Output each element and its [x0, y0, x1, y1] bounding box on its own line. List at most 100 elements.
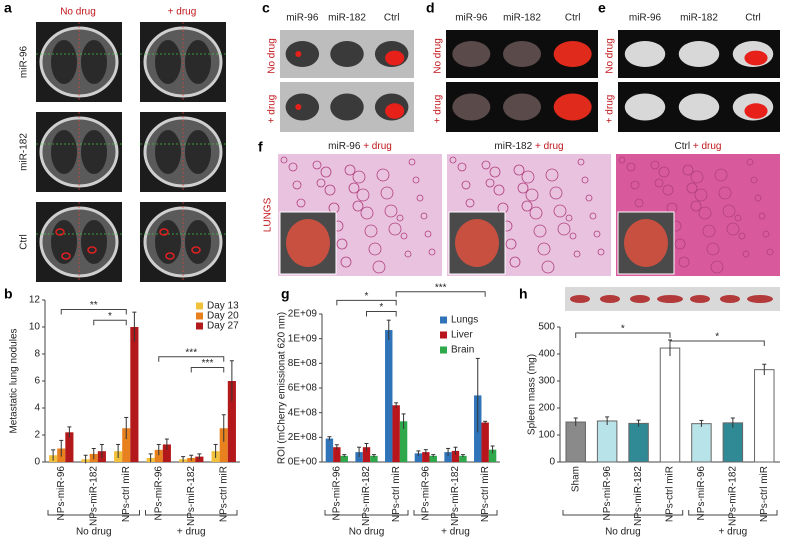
significance-bracket [395, 291, 486, 297]
tissue [585, 194, 593, 202]
y-tick-label: 2E+09 [288, 309, 318, 320]
y-tick-label: 4 [34, 403, 40, 414]
organ [330, 41, 364, 67]
tissue [352, 200, 364, 212]
tissue [320, 166, 332, 178]
tissue [400, 232, 408, 240]
tissue [525, 188, 539, 202]
y-tick-label: 400 [538, 349, 555, 360]
y-tick-label: 0 [34, 457, 40, 468]
group-label: No drug [76, 527, 112, 538]
signal [295, 104, 302, 110]
tissue [553, 204, 567, 218]
legend-label: Lungs [451, 315, 478, 326]
inset-organ [624, 219, 668, 267]
tissue [686, 182, 698, 194]
x-tick-label: NPs-ctrl miR [759, 466, 770, 522]
bar [691, 423, 712, 463]
bar [444, 452, 452, 462]
organ [624, 93, 666, 121]
bar [392, 405, 400, 462]
tissue [364, 224, 378, 238]
bar [219, 428, 228, 462]
tissue [706, 242, 720, 256]
ct-image [36, 22, 122, 102]
tissue [726, 222, 740, 236]
bar [422, 452, 430, 462]
tissue [449, 156, 457, 164]
legend-label: Day 20 [207, 311, 239, 322]
tissue [541, 260, 555, 274]
x-tick-label: NPs-miR-182 [450, 466, 461, 526]
column-label: miR-96 [455, 13, 488, 24]
image-title: Ctrl + drug [675, 141, 722, 152]
x-tick-label: NPs-miR-96 [153, 466, 164, 521]
organ [452, 93, 491, 121]
tissue [517, 182, 529, 194]
row-label: Ctrl [19, 234, 30, 250]
row-label: + drug [433, 95, 444, 124]
legend-label: Brain [451, 345, 474, 356]
spleen [630, 295, 650, 303]
sample: Ctrl [675, 141, 691, 152]
x-tick-label: NPs-miR-182 [633, 466, 644, 526]
ct-image [36, 202, 122, 282]
x-tick-label: NPs-miR-182 [361, 466, 372, 526]
inset-organ [455, 219, 499, 267]
nodule [87, 246, 97, 254]
group-label: + drug [177, 527, 206, 538]
significance-bracket [366, 311, 397, 317]
tissue [416, 194, 424, 202]
column-label: Ctrl [565, 13, 581, 24]
tissue [388, 222, 402, 236]
group-label: + drug [719, 527, 748, 538]
tissue [698, 206, 712, 220]
tissue [368, 242, 382, 256]
bar [481, 422, 489, 462]
organ [330, 93, 364, 121]
y-tick-label: 500 [538, 322, 555, 333]
signal [744, 50, 768, 66]
tissue [573, 250, 581, 258]
bar [628, 422, 649, 463]
treatment: + drug [535, 141, 564, 152]
tissue [529, 206, 543, 220]
y-tick-label: 200 [538, 403, 555, 414]
organ [503, 41, 541, 67]
x-tick-label: NPs-ctrl miR [218, 466, 229, 522]
lung [51, 130, 77, 174]
bar [451, 450, 460, 462]
bar [414, 453, 423, 462]
legend-swatch [440, 346, 447, 354]
tissue [754, 194, 762, 202]
bar [65, 432, 74, 462]
bar [325, 438, 334, 462]
spleen [690, 295, 710, 303]
tissue [742, 250, 750, 258]
panel-letter: c [262, 0, 270, 16]
group-bracket [47, 510, 140, 516]
significance-label: * [715, 332, 719, 343]
legend-swatch [440, 316, 447, 324]
tissue [702, 224, 716, 238]
tissue [658, 166, 670, 178]
panel-letter: f [258, 139, 263, 155]
treatment: + drug [693, 141, 722, 152]
tissue [690, 170, 704, 184]
group-label: No drug [349, 527, 385, 538]
nodule [165, 252, 175, 260]
tissue [533, 224, 547, 238]
significance-label: *** [435, 282, 447, 293]
panel-letter: d [426, 0, 435, 16]
spleen [747, 295, 773, 303]
x-tick-label: NPs-miR-182 [186, 466, 197, 526]
group-bracket [688, 510, 778, 516]
organ [503, 93, 541, 121]
tissue [682, 164, 694, 176]
significance-bracket [336, 299, 397, 306]
bar [488, 449, 497, 462]
column-label: Ctrl [384, 13, 400, 24]
tissue [714, 168, 728, 182]
row-label: miR-96 [19, 45, 30, 78]
